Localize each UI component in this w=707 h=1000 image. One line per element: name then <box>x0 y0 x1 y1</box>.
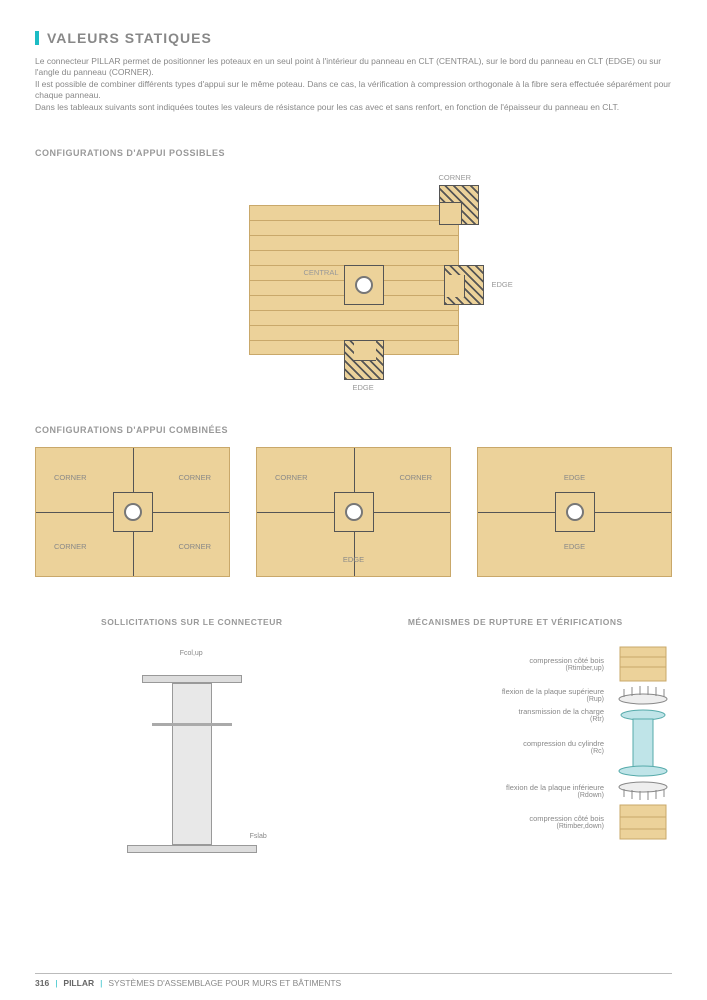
intro-text: Le connecteur PILLAR permet de positionn… <box>35 56 672 113</box>
combined-configs-row: CORNER CORNER CORNER CORNER CORNER CORNE… <box>35 447 672 577</box>
edge-bottom-label: EDGE <box>353 383 374 392</box>
page-title: VALEURS STATIQUES <box>47 30 212 46</box>
footer-brand: PILLAR <box>63 978 94 988</box>
combo-2corner-2edge: CORNER CORNER EDGE <box>256 447 451 577</box>
top-plate <box>142 675 242 683</box>
force-bot-label: Fslab <box>250 833 267 840</box>
page-number: 316 <box>35 978 49 988</box>
cylinder-icon <box>614 707 672 779</box>
hole-icon <box>345 503 363 521</box>
pin <box>152 723 232 726</box>
page-footer: 316 | PILLAR | SYSTÈMES D'ASSEMBLAGE POU… <box>35 973 672 988</box>
plate-down-icon <box>614 781 672 801</box>
edge-bottom-box <box>344 340 384 380</box>
combo-4corner: CORNER CORNER CORNER CORNER <box>35 447 230 577</box>
edge-right-box <box>444 265 484 305</box>
bottom-plate <box>127 845 257 853</box>
corner-box <box>439 185 479 225</box>
wood-bottom-icon <box>614 803 672 841</box>
edge-right-label: EDGE <box>492 280 513 289</box>
hole-icon <box>355 276 373 294</box>
force-top-label: Fcol,up <box>180 650 203 657</box>
mechanisms-head: MÉCANISMES DE RUPTURE ET VÉRIFICATIONS <box>359 617 673 627</box>
accent-bar <box>35 31 39 45</box>
hole-icon <box>566 503 584 521</box>
subhead-combined: CONFIGURATIONS D'APPUI COMBINÉES <box>35 425 672 435</box>
footer-text: SYSTÈMES D'ASSEMBLAGE POUR MURS ET BÂTIM… <box>108 978 341 988</box>
corner-label: CORNER <box>439 173 472 182</box>
plate-up-icon <box>614 685 672 705</box>
central-label: CENTRAL <box>304 268 339 277</box>
lower-row: SOLLICITATIONS SUR LE CONNECTEUR Fcol,up… <box>35 617 672 865</box>
central-box <box>344 265 384 305</box>
sollicitations-head: SOLLICITATIONS SUR LE CONNECTEUR <box>35 617 349 627</box>
connector-diagram: Fcol,up Fslab <box>117 645 267 865</box>
wood-top-icon <box>614 645 672 683</box>
hole-icon <box>124 503 142 521</box>
connector-column <box>172 683 212 845</box>
config-possible-diagram: CENTRAL CORNER EDGE EDGE <box>214 170 494 390</box>
combo-4edge: EDGE EDGE <box>477 447 672 577</box>
subhead-possible: CONFIGURATIONS D'APPUI POSSIBLES <box>35 148 672 158</box>
mechanisms-list: compression côté bois(Rtimber,up) flexio… <box>359 645 673 841</box>
